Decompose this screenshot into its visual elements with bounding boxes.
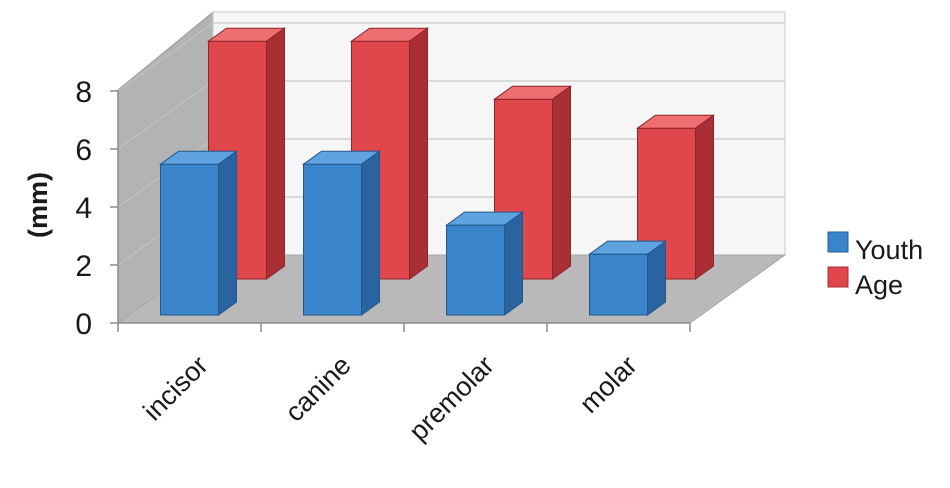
y-tick-label: 0 [75,308,92,341]
bar-molar-youth [587,240,668,316]
x-category-label: canine [279,350,356,427]
x-category-label: premolar [403,350,500,447]
bar-top-face [158,150,239,165]
legend: Youth Age [827,231,923,300]
bar-side-face [361,150,380,316]
bar-incisor-youth [158,150,239,316]
bar-side-face [695,114,714,280]
y-tick-label: 4 [75,192,92,225]
y-tick-label: 6 [75,134,92,167]
y-tick-label: 2 [75,250,92,283]
axes [110,90,691,332]
side-gridline [117,22,214,92]
bar-premolar-youth [444,211,525,316]
bar-front-face [446,224,505,316]
x-category-labels: incisor canine premolar molar [137,350,642,447]
bar-molar-age [635,114,716,280]
bar-top-face [635,114,716,129]
bar-canine-youth [301,150,382,316]
x-category-label: molar [574,350,643,419]
bars [158,27,716,316]
bar-front-face [589,253,648,316]
legend-swatch-youth [827,231,849,253]
legend-label-age: Age [855,270,903,300]
bar-side-face [552,85,571,280]
bar-top-face [349,27,430,42]
y-tick-label: 8 [75,76,92,109]
y-axis-label: (mm) [23,172,53,238]
bar-side-face [409,27,428,280]
legend-swatch-age [827,266,849,288]
bar-top-face [301,150,382,165]
bar-front-face [637,127,696,280]
y-tick-labels: 0 2 4 6 8 [75,76,92,341]
bar-top-face [492,85,573,100]
bar-side-face [504,211,523,316]
x-category-label: incisor [137,350,213,426]
bar-side-face [218,150,237,316]
bar-side-face [266,27,285,280]
bar-front-face [160,163,219,316]
bar-front-face [303,163,362,316]
legend-label-youth: Youth [855,235,923,265]
bar-top-face [587,240,668,255]
bar-top-face [444,211,525,226]
bar-top-face [206,27,287,42]
side-gridline [117,80,214,150]
